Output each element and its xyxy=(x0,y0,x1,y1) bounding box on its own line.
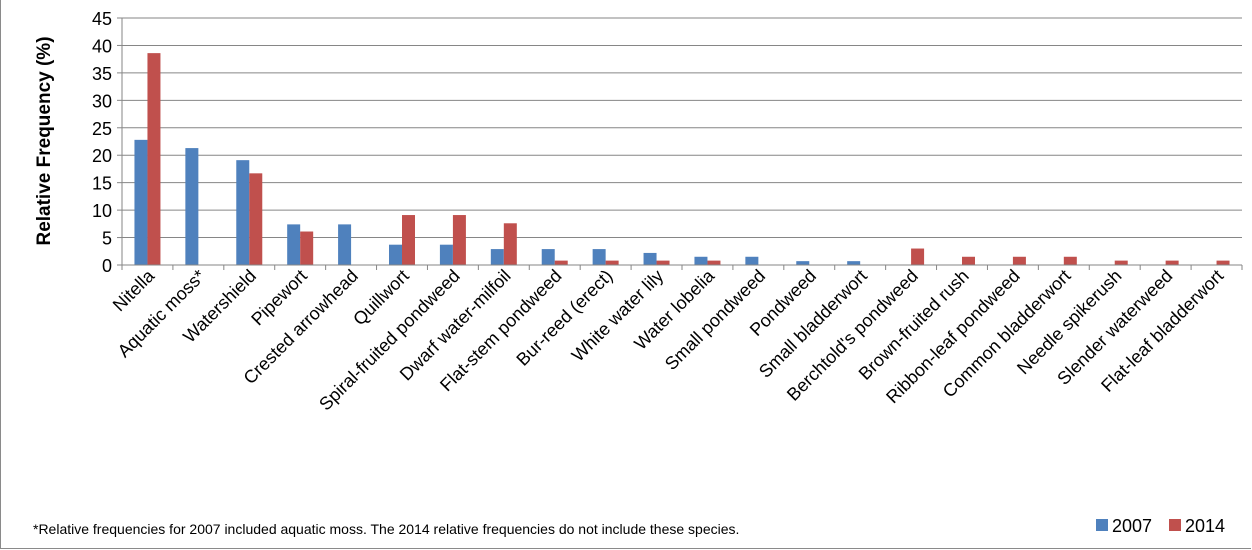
bar-2014 xyxy=(962,256,975,265)
gridlines xyxy=(117,17,1243,270)
bar-2014 xyxy=(452,215,466,265)
bar-2014 xyxy=(147,53,161,265)
bar-2007 xyxy=(338,224,352,265)
bar-2007 xyxy=(847,261,861,265)
bar-2007 xyxy=(236,160,250,265)
bar-2014 xyxy=(402,215,415,265)
bar-2007 xyxy=(439,244,453,265)
legend: 2007 2014 xyxy=(1096,516,1225,536)
x-tick-label: Aquatic moss* xyxy=(114,266,210,362)
y-tick-label: 5 xyxy=(102,229,112,249)
bar-2014 xyxy=(656,260,670,265)
legend-swatch-2007 xyxy=(1096,519,1108,531)
y-tick-label: 20 xyxy=(92,146,112,166)
bar-2014 xyxy=(1165,260,1179,265)
bar-2007 xyxy=(745,256,759,265)
y-tick-label: 35 xyxy=(92,64,112,84)
y-tick-labels: 0 5 10 15 20 25 30 35 40 45 xyxy=(92,9,112,276)
y-tick-label: 0 xyxy=(102,256,112,276)
bar-2007 xyxy=(694,256,708,265)
bar-2007 xyxy=(643,252,657,265)
bar-2007 xyxy=(134,139,148,265)
y-tick-label: 30 xyxy=(92,91,112,111)
y-tick-label: 25 xyxy=(92,119,112,139)
bar-2014 xyxy=(1114,260,1128,265)
bar-2014 xyxy=(1216,260,1230,265)
bar-2014 xyxy=(249,173,263,265)
bar-2007 xyxy=(796,261,810,265)
bar-2007 xyxy=(541,249,555,265)
y-tick-label: 45 xyxy=(92,9,112,29)
bar-2014 xyxy=(554,260,568,265)
y-axis-title: Relative Frequency (%) xyxy=(34,36,55,245)
bar-2007 xyxy=(287,224,301,265)
x-tick-label: White water lily xyxy=(568,266,668,366)
bars xyxy=(134,53,1230,265)
x-tick-label: Nitella xyxy=(109,265,159,315)
footnote: *Relative frequencies for 2007 included … xyxy=(33,521,739,537)
bar-2007 xyxy=(389,244,402,265)
axes xyxy=(121,18,1242,266)
bar-2007 xyxy=(490,249,504,265)
bar-2014 xyxy=(605,260,619,265)
y-tick-label: 15 xyxy=(92,174,112,194)
legend-label-2007: 2007 xyxy=(1112,516,1152,536)
bar-2014 xyxy=(503,223,517,265)
bar-2007 xyxy=(592,249,606,265)
y-tick-label: 10 xyxy=(92,201,112,221)
y-tick-label: 40 xyxy=(92,36,112,56)
legend-label-2014: 2014 xyxy=(1185,516,1225,536)
legend-swatch-2014 xyxy=(1169,519,1181,531)
bar-2014 xyxy=(707,260,721,265)
bar-2014 xyxy=(1012,256,1026,265)
bar-2014 xyxy=(1063,256,1077,265)
bar-2014 xyxy=(911,248,925,265)
bar-2007 xyxy=(185,148,199,265)
bar-2014 xyxy=(300,231,314,265)
